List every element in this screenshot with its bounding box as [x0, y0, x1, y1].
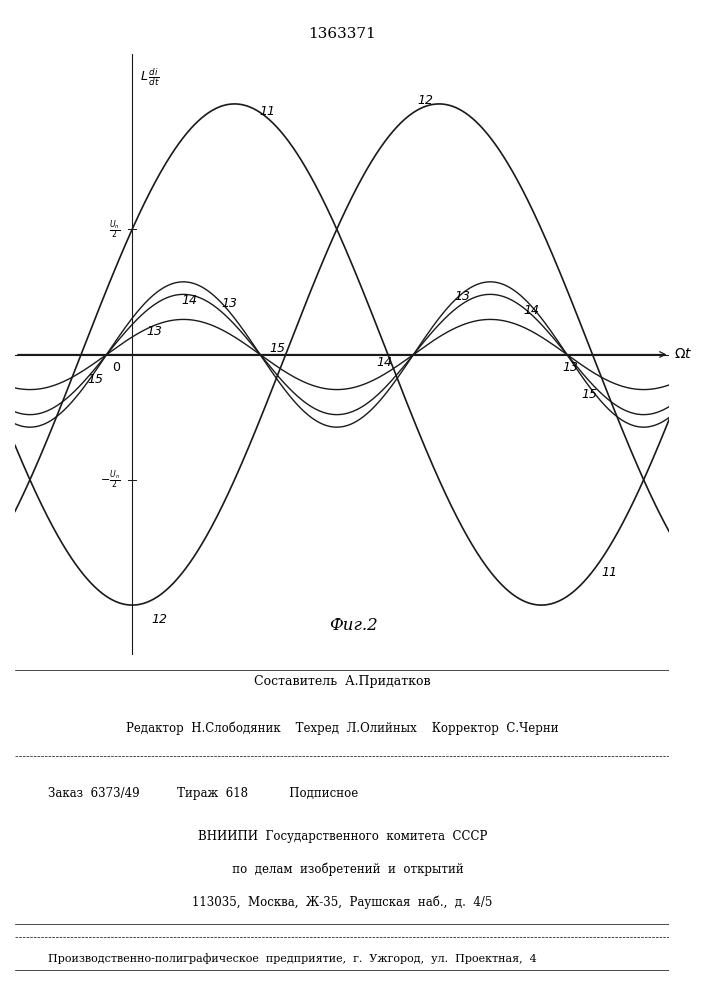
- Text: 13: 13: [562, 361, 578, 374]
- Text: Фиг.2: Фиг.2: [329, 616, 378, 634]
- Text: 12: 12: [152, 613, 168, 626]
- Text: 12: 12: [417, 94, 433, 107]
- Text: $\Omega t$: $\Omega t$: [674, 348, 693, 361]
- Text: $-\frac{U_n}{2}$: $-\frac{U_n}{2}$: [100, 468, 120, 491]
- Text: 0: 0: [112, 361, 120, 374]
- Text: 15: 15: [269, 342, 285, 355]
- Text: ВНИИПИ  Государственного  комитета  СССР: ВНИИПИ Государственного комитета СССР: [197, 830, 487, 843]
- Text: 11: 11: [601, 566, 617, 579]
- Text: Производственно-полиграфическое  предприятие,  г.  Ужгород,  ул.  Проектная,  4: Производственно-полиграфическое предприя…: [47, 953, 537, 964]
- Text: 14: 14: [181, 294, 197, 307]
- Text: 11: 11: [259, 105, 275, 118]
- Text: по  делам  изобретений  и  открытий: по делам изобретений и открытий: [221, 863, 464, 876]
- Text: 15: 15: [87, 373, 103, 386]
- Text: $L\,\frac{di}{dt}$: $L\,\frac{di}{dt}$: [140, 66, 160, 88]
- Text: 15: 15: [582, 388, 597, 401]
- Text: 14: 14: [376, 356, 392, 369]
- Text: $\frac{U_n}{2}$: $\frac{U_n}{2}$: [109, 218, 120, 241]
- Text: 14: 14: [523, 304, 539, 317]
- Text: 13: 13: [222, 297, 238, 310]
- Text: Заказ  6373/49          Тираж  618           Подписное: Заказ 6373/49 Тираж 618 Подписное: [47, 787, 358, 800]
- Text: 113035,  Москва,  Ж-35,  Раушская  наб.,  д.  4/5: 113035, Москва, Ж-35, Раушская наб., д. …: [192, 896, 492, 909]
- Text: Составитель  А.Придатков: Составитель А.Придатков: [254, 675, 431, 688]
- Text: Редактор  Н.Слободяник    Техред  Л.Олийных    Корректор  С.Черни: Редактор Н.Слободяник Техред Л.Олийных К…: [126, 721, 559, 735]
- Text: 13: 13: [147, 325, 163, 338]
- Text: 13: 13: [455, 290, 471, 303]
- Text: 1363371: 1363371: [308, 27, 376, 41]
